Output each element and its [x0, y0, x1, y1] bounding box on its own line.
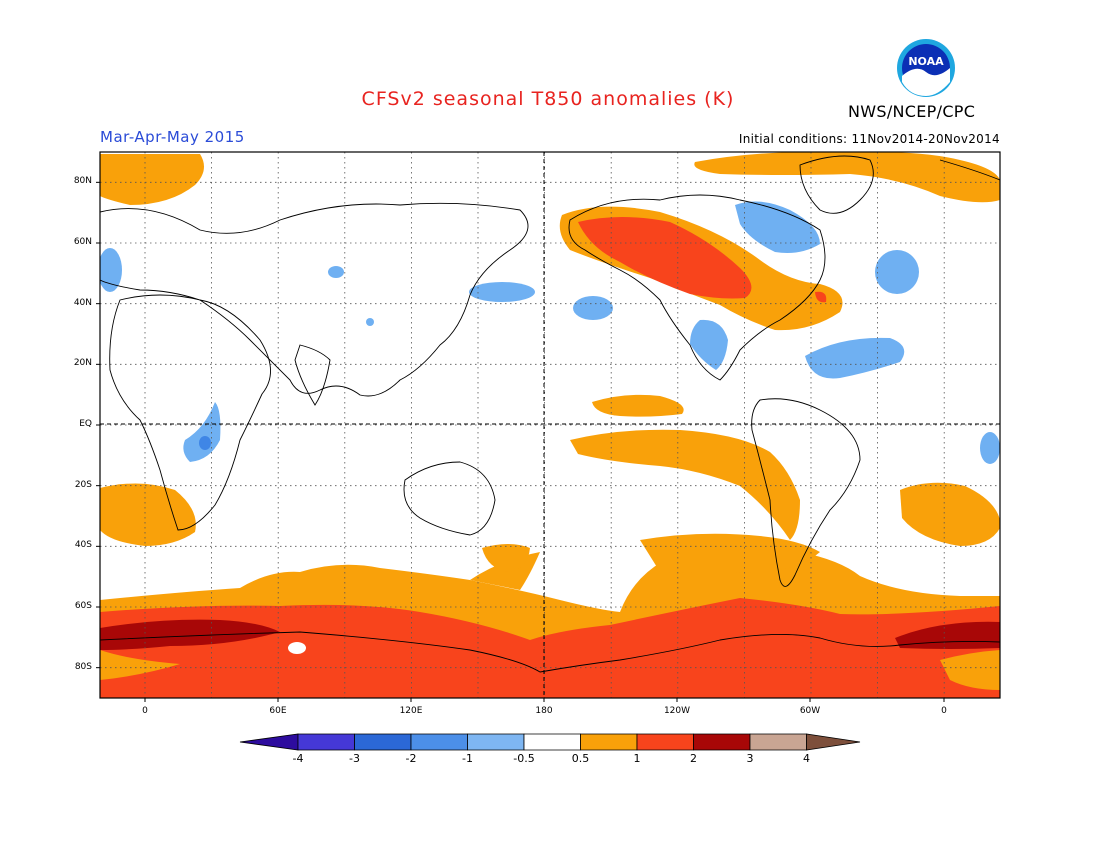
- blue-region-north-atlantic: [875, 250, 919, 294]
- blue-region-hudson-bay: [735, 201, 820, 253]
- red-region-alaska-canada: [578, 217, 752, 299]
- colorbar-segments: [239, 733, 861, 751]
- latitude-label: 40N: [73, 297, 92, 308]
- blue-region-europe: [100, 248, 122, 292]
- blue-spot-central-asia: [328, 266, 344, 278]
- longitude-label: 0: [142, 706, 148, 716]
- darkred-region-weddell-west: [895, 621, 1000, 649]
- colorbar-label: -1: [462, 752, 473, 765]
- colorbar-segment: [297, 733, 355, 751]
- white-spot-antarctica: [288, 642, 306, 654]
- colorbar-label: 4: [803, 752, 810, 765]
- blue-region-subtropical-atlantic: [805, 337, 905, 379]
- colorbar-label: 2: [690, 752, 697, 765]
- colorbar-label: -3: [349, 752, 360, 765]
- orange-region-antarctic-b: [940, 650, 1000, 690]
- colorbar-segment: [749, 733, 807, 751]
- latitude-label: 60N: [73, 237, 92, 247]
- orange-region-south-atlantic-east: [100, 483, 196, 546]
- latitude-label: 20S: [74, 479, 92, 490]
- colorbar-segment: [467, 733, 525, 751]
- colorbar-label: 1: [633, 752, 641, 765]
- blue-spot-tibet: [366, 318, 374, 326]
- axis-ticks: [96, 181, 945, 702]
- blue-region-mexico: [690, 319, 728, 370]
- colorbar-label: -4: [292, 752, 304, 765]
- orange-region-east-australia: [482, 544, 530, 572]
- orange-region-tropical-north-pacific: [592, 394, 684, 417]
- blue-region-east-africa-core: [199, 436, 211, 450]
- red-region-southern-ocean: [100, 598, 1000, 698]
- colorbar-arrow-high: [806, 733, 861, 751]
- colorbar-segment: [580, 733, 638, 751]
- agency-label: NWS/NCEP/CPC: [848, 102, 976, 121]
- longitude-label: 120E: [399, 706, 423, 716]
- chart-title: CFSv2 seasonal T850 anomalies (K): [361, 88, 735, 110]
- forecast-period: Mar-Apr-May 2015: [100, 128, 245, 146]
- colorbar-arrow-low: [239, 733, 299, 751]
- initial-conditions-label: Initial conditions: 11Nov2014-20Nov2014: [738, 132, 1000, 146]
- colorbar-label: -0.5: [513, 752, 535, 765]
- latitude-label: 20N: [73, 358, 92, 369]
- blue-region-east-africa: [183, 402, 221, 462]
- colorbar-segment: [693, 733, 751, 751]
- noaa-logo-text: NOAA: [908, 55, 944, 68]
- longitude-label: 0: [941, 706, 947, 716]
- orange-region-arctic-atlantic: [100, 154, 204, 205]
- colorbar-segment: [354, 733, 412, 751]
- longitude-label: 180: [535, 706, 553, 716]
- latitude-label: 80S: [74, 661, 92, 672]
- orange-region-arctic-canada: [694, 152, 1000, 203]
- orange-region-south-atlantic-west: [900, 482, 1000, 546]
- red-spot-atlantic: [815, 291, 827, 303]
- longitude-label: 60W: [799, 706, 821, 716]
- orange-region-southeast-pacific: [640, 533, 820, 573]
- colorbar-segment: [636, 733, 694, 751]
- orange-region-tropical-south-pacific: [570, 429, 800, 540]
- longitude-label: 60E: [269, 706, 287, 716]
- longitude-label: 120W: [663, 706, 691, 716]
- colorbar-label: 0.5: [571, 752, 590, 765]
- latitude-label: 80N: [73, 176, 92, 187]
- blue-region-gulf-of-guinea: [980, 432, 1000, 464]
- colorbar-label: 3: [746, 752, 754, 765]
- colorbar-segment: [410, 733, 468, 751]
- latitude-label: 60S: [74, 601, 92, 611]
- grid-lines: [100, 152, 1000, 698]
- noaa-logo: NOAA: [897, 39, 955, 97]
- coastlines: [100, 155, 1000, 673]
- blue-region-north-pacific-west: [469, 282, 535, 302]
- blue-region-north-pacific-east: [573, 296, 613, 320]
- latitude-label: 40S: [74, 540, 92, 551]
- colorbar-label: -2: [405, 752, 417, 765]
- orange-region-antarctic-a: [100, 650, 180, 680]
- latitude-label: EQ: [79, 419, 92, 429]
- colorbar-segment: [523, 733, 581, 751]
